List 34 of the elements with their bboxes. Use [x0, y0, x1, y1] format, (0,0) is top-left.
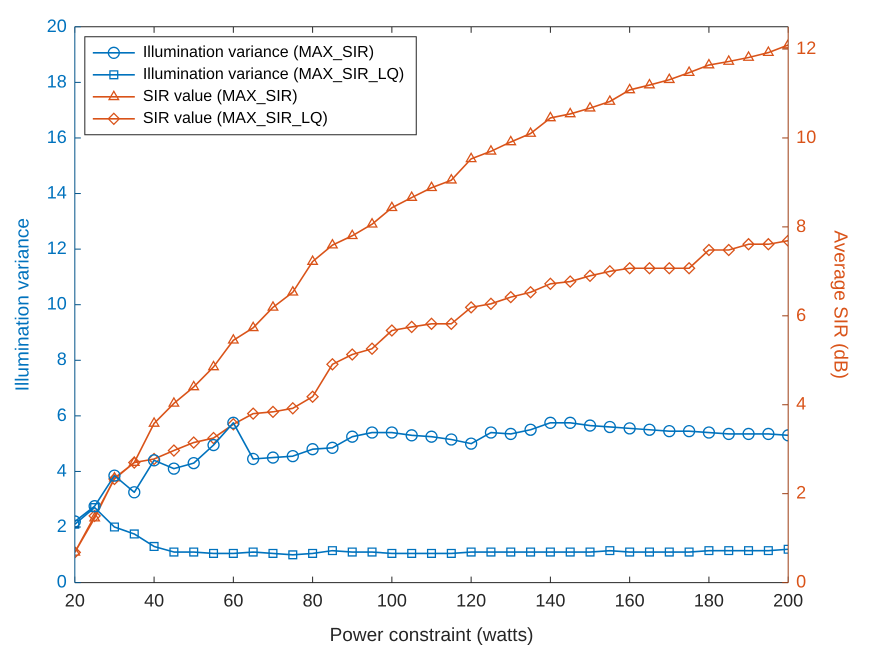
y-tick-label: 10 [46, 294, 67, 314]
legend-label: SIR value (MAX_SIR) [142, 88, 298, 106]
y2-tick-label: 4 [796, 394, 806, 414]
x-tick-label: 40 [144, 590, 164, 610]
x-axis-title: Power constraint (watts) [330, 624, 534, 646]
y2-tick-label: 6 [796, 304, 806, 325]
y-tick-label: 20 [46, 16, 67, 36]
y-tick-label: 12 [46, 238, 67, 258]
y2-tick-label: 10 [796, 126, 816, 147]
y-tick-label: 4 [56, 460, 67, 480]
y-tick-label: 14 [46, 182, 67, 203]
x-tick-label: 100 [376, 590, 407, 610]
y2-tick-label: 2 [796, 482, 806, 503]
y2-tick-label: 12 [796, 38, 816, 58]
legend-label: Illumination variance (MAX_SIR) [142, 44, 374, 62]
x-tick-label: 60 [223, 590, 244, 610]
y2-tick-label: 0 [796, 572, 806, 592]
x-tick-label: 140 [535, 590, 566, 610]
y-tick-label: 0 [56, 572, 67, 592]
y-tick-label: 16 [46, 126, 67, 147]
x-tick-label: 160 [614, 590, 645, 610]
x-tick-label: 200 [773, 590, 804, 610]
y-tick-label: 2 [56, 516, 67, 536]
x-tick-label: 180 [694, 590, 724, 610]
y2-tick-label: 8 [796, 216, 806, 236]
y-tick-label: 6 [56, 404, 67, 425]
x-tick-label: 120 [456, 590, 486, 610]
legend-label: Illumination variance (MAX_SIR_LQ) [142, 66, 404, 84]
legend-label: SIR value (MAX_SIR_LQ) [142, 110, 328, 128]
y-tick-label: 8 [56, 349, 67, 370]
x-tick-label: 80 [302, 590, 323, 610]
y2-axis-title: Average SIR (dB) [829, 230, 850, 379]
y-tick-label: 18 [46, 71, 67, 92]
y-axis-title: Illumination variance [12, 218, 34, 392]
